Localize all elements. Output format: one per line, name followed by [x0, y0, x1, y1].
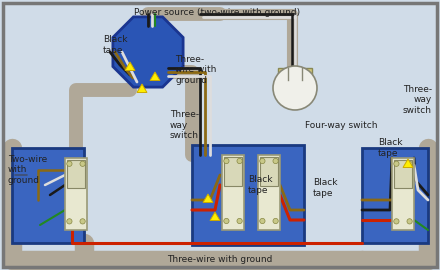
Bar	[258, 155, 280, 230]
Bar	[362, 148, 428, 243]
Circle shape	[394, 219, 399, 224]
Circle shape	[273, 158, 278, 164]
Polygon shape	[210, 212, 220, 221]
Circle shape	[407, 219, 412, 224]
Polygon shape	[403, 159, 413, 167]
Bar	[260, 157, 278, 186]
Bar	[12, 148, 84, 243]
Polygon shape	[113, 17, 183, 87]
Circle shape	[260, 158, 265, 164]
Bar	[65, 158, 87, 230]
Bar	[392, 158, 414, 230]
Circle shape	[80, 161, 85, 166]
Bar	[67, 160, 85, 188]
Circle shape	[237, 158, 242, 164]
Circle shape	[237, 218, 242, 224]
Circle shape	[80, 219, 85, 224]
Polygon shape	[150, 72, 160, 80]
Circle shape	[224, 158, 229, 164]
Circle shape	[67, 161, 72, 166]
Polygon shape	[125, 62, 135, 70]
Text: Three-
way
switch: Three- way switch	[170, 110, 199, 140]
Circle shape	[67, 219, 72, 224]
Polygon shape	[137, 84, 147, 93]
Text: Black
tape: Black tape	[378, 138, 403, 158]
Text: Three-
way
switch: Three- way switch	[403, 85, 432, 115]
Text: Four-way switch: Four-way switch	[305, 120, 378, 130]
Text: Black
tape: Black tape	[103, 35, 128, 55]
Bar	[222, 155, 244, 230]
Text: Power source (two-wire with ground): Power source (two-wire with ground)	[134, 8, 300, 17]
Text: Black
tape: Black tape	[248, 175, 272, 195]
Text: Two-wire
with
ground: Two-wire with ground	[8, 155, 47, 185]
Circle shape	[260, 218, 265, 224]
Circle shape	[394, 161, 399, 166]
Polygon shape	[203, 194, 213, 202]
Bar	[288, 76, 302, 88]
Bar	[278, 68, 312, 76]
Circle shape	[224, 218, 229, 224]
Circle shape	[273, 66, 317, 110]
Bar	[394, 160, 412, 188]
Text: Black
tape: Black tape	[313, 178, 337, 198]
Circle shape	[273, 218, 278, 224]
Text: Three-wire with ground: Three-wire with ground	[167, 255, 273, 264]
Circle shape	[407, 161, 412, 166]
Text: Three-
wire with
ground: Three- wire with ground	[175, 55, 216, 85]
Bar	[224, 157, 242, 186]
Bar	[192, 145, 304, 245]
